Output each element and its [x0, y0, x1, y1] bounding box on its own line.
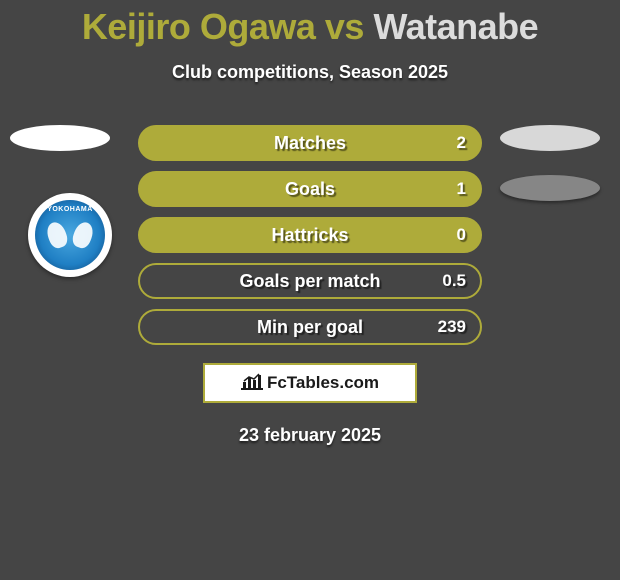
- stat-bar: Goals per match 0.5: [138, 263, 482, 299]
- stat-bar: Hattricks 0: [138, 217, 482, 253]
- stat-bar-label: Hattricks: [271, 225, 348, 246]
- stat-bar: Goals 1: [138, 171, 482, 207]
- stat-bar-value: 239: [438, 317, 466, 337]
- player2-name: Watanabe: [373, 6, 538, 47]
- stats-area: YOKOHAMA Matches 2 Goals 1 Hattricks 0 Goals p…: [0, 125, 620, 345]
- stat-bar-label: Goals per match: [239, 271, 380, 292]
- club-logo: YOKOHAMA: [28, 193, 112, 277]
- date-text: 23 february 2025: [0, 425, 620, 446]
- vs-text: vs: [325, 6, 364, 47]
- comparison-title: Keijiro Ogawa vs Watanabe: [0, 0, 620, 48]
- player2-badge-ellipse-2: [500, 175, 600, 201]
- stat-bar-label: Min per goal: [257, 317, 363, 338]
- stat-bars: Matches 2 Goals 1 Hattricks 0 Goals per match 0…: [138, 125, 482, 345]
- brand-chart-icon: [241, 372, 263, 395]
- brand-box: FcTables.com: [203, 363, 417, 403]
- player1-name: Keijiro Ogawa: [82, 6, 316, 47]
- player1-badge-ellipse: [10, 125, 110, 151]
- stat-bar: Min per goal 239: [138, 309, 482, 345]
- stat-bar-value: 1: [457, 179, 466, 199]
- player2-badge-ellipse-1: [500, 125, 600, 151]
- stat-bar-value: 2: [457, 133, 466, 153]
- stat-bar-label: Matches: [274, 133, 346, 154]
- stat-bar-label: Goals: [285, 179, 335, 200]
- stat-bar: Matches 2: [138, 125, 482, 161]
- stat-bar-value: 0.5: [442, 271, 466, 291]
- stat-bar-value: 0: [457, 225, 466, 245]
- subtitle: Club competitions, Season 2025: [0, 62, 620, 83]
- club-logo-text: YOKOHAMA: [47, 206, 93, 213]
- club-logo-inner: YOKOHAMA: [35, 200, 105, 270]
- club-logo-wings-icon: [48, 220, 92, 250]
- brand-text: FcTables.com: [267, 373, 379, 393]
